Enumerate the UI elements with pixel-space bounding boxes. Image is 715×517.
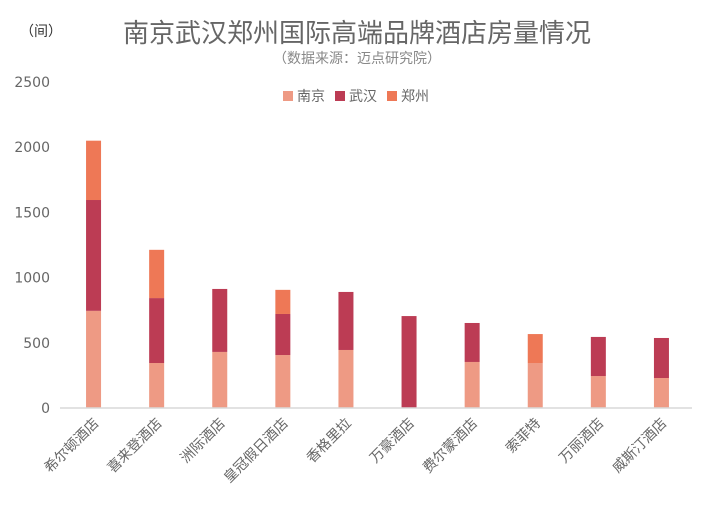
bar-segment-武汉 (464, 322, 480, 362)
bar-segment-武汉 (401, 316, 417, 408)
bar-segment-南京 (86, 310, 102, 408)
legend-swatch (387, 91, 397, 101)
x-tick-label: 喜来登酒店 (105, 416, 166, 477)
bar-segment-南京 (212, 351, 228, 408)
bars (86, 140, 669, 408)
legend-label: 南京 (297, 89, 325, 105)
bar-segment-郑州 (86, 140, 102, 201)
bar-segment-武汉 (275, 313, 291, 356)
x-tick-label: 威斯汀酒店 (609, 416, 670, 477)
x-tick-label: 皇冠假日酒店 (221, 416, 292, 487)
chart-subtitle: （数据来源：迈点研究院） (273, 51, 441, 67)
bar-segment-武汉 (653, 337, 669, 379)
y-tick-label: 0 (41, 401, 50, 417)
x-tick-label: 希尔顿酒店 (42, 416, 103, 477)
y-tick-label: 2500 (14, 75, 50, 91)
x-tick-label: 索菲特 (502, 415, 544, 457)
chart-title: 南京武汉郑州国际高端品牌酒店房量情况 (123, 19, 591, 49)
bar-segment-南京 (590, 376, 606, 408)
legend-swatch (283, 91, 293, 101)
bar-segment-南京 (338, 349, 354, 408)
bar-segment-南京 (149, 363, 165, 408)
legend-label: 武汉 (349, 89, 377, 105)
y-axis: 0 500 1000 1500 2000 2500 (14, 75, 50, 417)
bar-segment-郑州 (275, 289, 291, 314)
bar-segment-南京 (527, 363, 543, 408)
x-tick-label: 万丽酒店 (556, 416, 607, 467)
bar-segment-南京 (275, 355, 291, 408)
legend-swatch (335, 91, 345, 101)
x-tick-label: 洲际酒店 (178, 416, 229, 467)
y-tick-label: 1000 (14, 271, 50, 287)
x-tick-label: 香格里拉 (304, 416, 355, 467)
bar-segment-武汉 (590, 336, 606, 377)
legend: 南京 武汉 郑州 (283, 89, 429, 105)
bar-segment-南京 (653, 378, 669, 408)
y-tick-label: 2000 (14, 140, 50, 156)
bar-segment-武汉 (149, 298, 165, 364)
bar-segment-武汉 (338, 291, 354, 350)
x-tick-label: 费尔蒙酒店 (420, 416, 481, 477)
bar-segment-武汉 (86, 200, 102, 311)
y-tick-label: 500 (23, 336, 50, 352)
y-axis-unit-label: （间） (20, 24, 62, 40)
x-tick-label: 万豪酒店 (367, 416, 418, 467)
bar-segment-南京 (464, 361, 480, 408)
bar-segment-郑州 (527, 334, 543, 364)
bar-segment-武汉 (212, 288, 228, 352)
bar-segment-郑州 (149, 249, 165, 299)
y-tick-label: 1500 (14, 205, 50, 221)
legend-label: 郑州 (401, 89, 429, 105)
